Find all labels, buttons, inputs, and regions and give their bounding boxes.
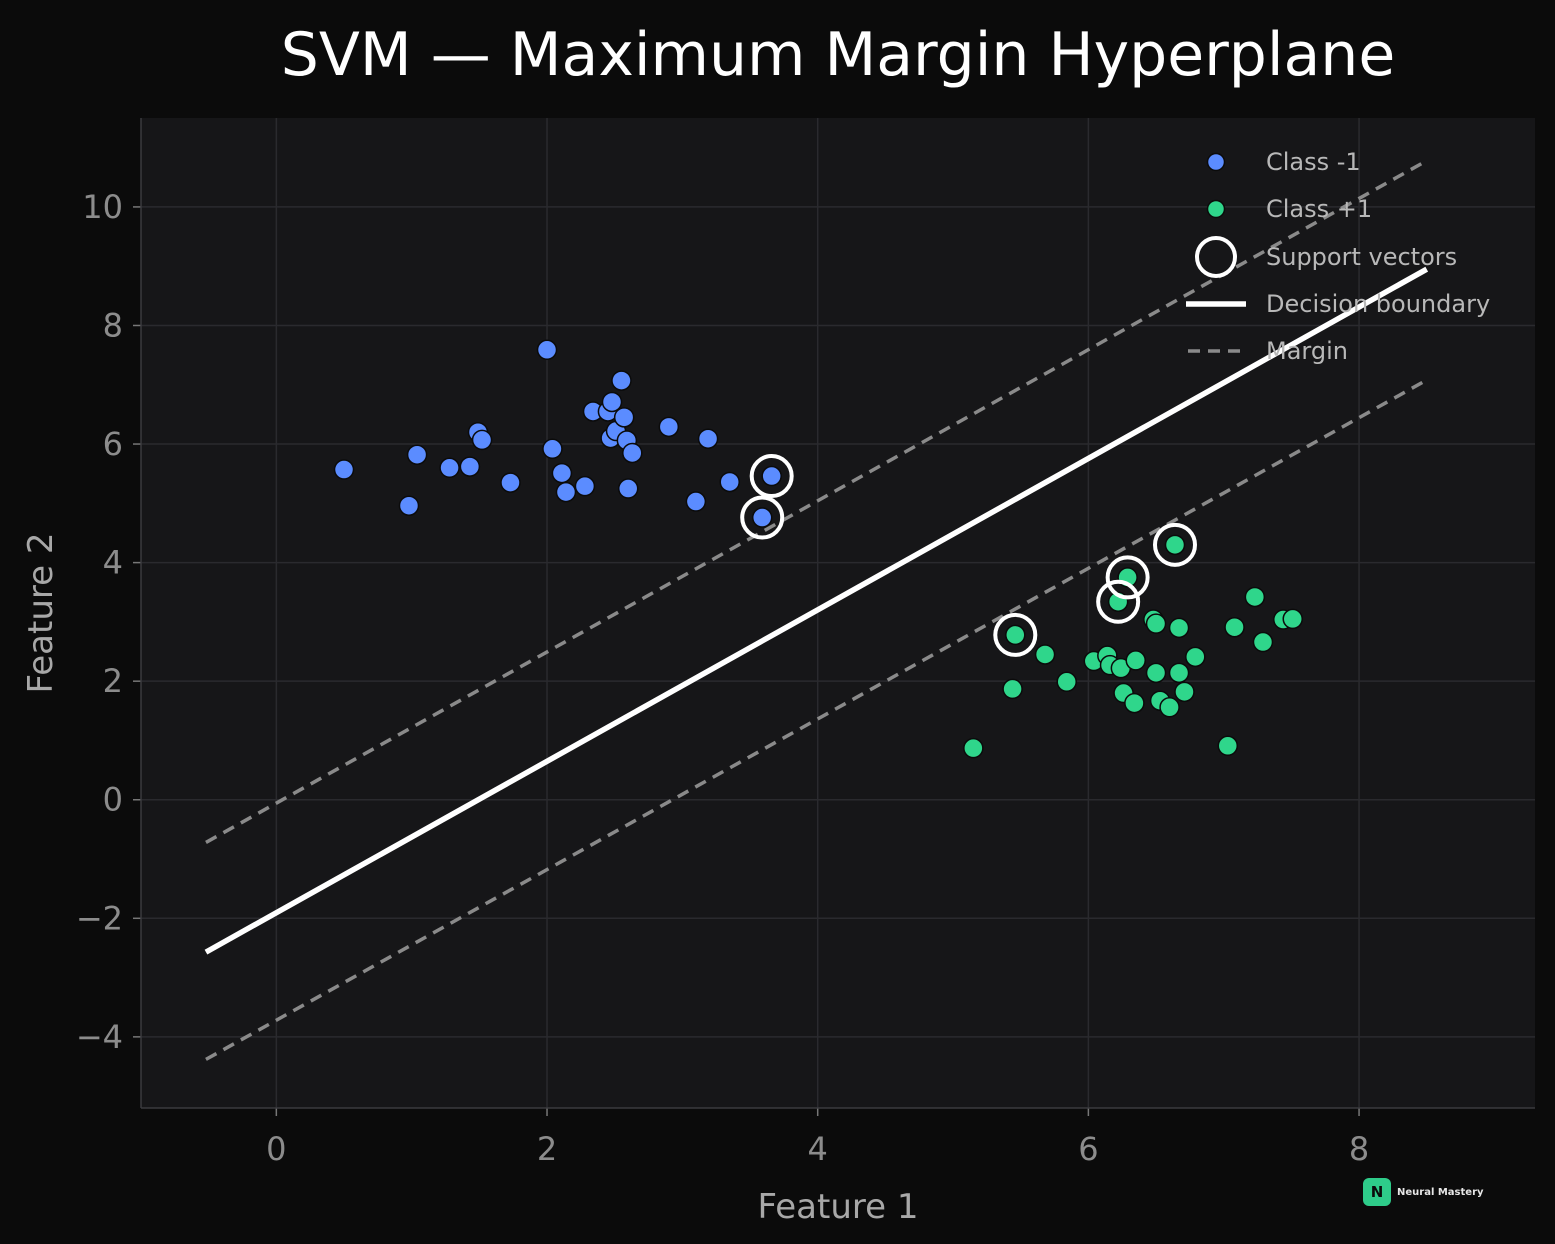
- legend-label-support-vectors: Support vectors: [1266, 243, 1457, 271]
- class-neg-point: [459, 456, 481, 477]
- chart-title: SVM — Maximum Margin Hyperplane: [281, 20, 1396, 90]
- class-neg-point: [601, 391, 623, 413]
- y-tick-label: 8: [103, 306, 123, 344]
- class-neg-point: [406, 444, 428, 465]
- class-pos-point: [1185, 646, 1206, 668]
- class-pos-point: [1252, 631, 1274, 653]
- class-neg-point: [471, 429, 493, 451]
- support-vectors: [740, 454, 1197, 657]
- support-vector-ring: [1105, 555, 1150, 600]
- x-tick-label: 4: [808, 1130, 828, 1168]
- class-pos-point: [1159, 697, 1180, 718]
- legend: Class -1 Class +1 Support vectors Decision …: [1186, 148, 1490, 365]
- class-pos-point: [1145, 662, 1167, 684]
- class-neg-point: [398, 495, 420, 516]
- brand-logo-icon: N: [1363, 1178, 1391, 1206]
- y-tick-label: 2: [103, 662, 123, 700]
- points: [333, 339, 1303, 759]
- class-pos-point: [1125, 650, 1146, 671]
- class-neg-point: [719, 471, 740, 493]
- support-vector-ring: [740, 495, 785, 540]
- class-neg-point: [439, 457, 460, 479]
- class-neg-point: [761, 465, 782, 487]
- x-axis-label: Feature 1: [758, 1187, 919, 1227]
- axes: 0 2 4 6 8 −4 −2 0 2 4 6 8 10: [76, 118, 1535, 1168]
- class-neg-point: [333, 459, 355, 480]
- class-pos-point: [1244, 586, 1266, 608]
- class-pos-point: [1124, 692, 1145, 714]
- legend-marker-class-neg: [1206, 152, 1226, 172]
- class-pos-point: [1168, 617, 1190, 639]
- legend-label-margin: Margin: [1266, 337, 1348, 365]
- class-pos-point: [1164, 534, 1186, 556]
- x-tick-label: 6: [1078, 1130, 1098, 1168]
- legend-marker-support-vectors: [1195, 236, 1237, 278]
- class-pos-point: [1224, 616, 1245, 638]
- brand-name: Neural Mastery: [1397, 1186, 1484, 1198]
- class-neg-point: [500, 472, 521, 493]
- class-pos-point: [1282, 608, 1303, 630]
- legend-marker-class-pos: [1206, 199, 1226, 219]
- class-neg-point: [751, 507, 773, 528]
- support-vector-ring: [749, 454, 794, 499]
- class-neg-point: [536, 339, 558, 361]
- class-pos-point: [1002, 678, 1023, 700]
- class-neg-point: [617, 478, 639, 499]
- y-tick-label: 6: [103, 425, 123, 463]
- support-vector-ring: [1152, 522, 1197, 567]
- class-neg-point: [542, 438, 563, 460]
- class-neg-point: [613, 407, 635, 428]
- class-pos-point: [1145, 613, 1167, 634]
- plot-area: [141, 118, 1535, 1108]
- class-neg-point: [551, 462, 573, 484]
- class-pos-point: [1168, 662, 1190, 684]
- class-pos-point: [1217, 735, 1239, 757]
- y-tick-label: −2: [76, 899, 123, 937]
- support-vector-ring: [993, 612, 1038, 657]
- class-pos-point: [1034, 644, 1056, 665]
- y-tick-label: 4: [103, 544, 123, 582]
- watermark: N Neural Mastery: [1363, 1178, 1484, 1206]
- class-pos-point: [1174, 681, 1195, 703]
- decision-boundary-line: [204, 266, 1429, 955]
- class-neg-point: [697, 428, 719, 449]
- y-axis-label: Feature 2: [21, 533, 61, 694]
- class-neg-point: [574, 475, 596, 497]
- class-neg-point: [685, 491, 707, 512]
- y-tick-label: 10: [82, 188, 123, 226]
- class-neg-point: [622, 442, 643, 464]
- class-neg-point: [555, 481, 577, 503]
- x-tick-label: 2: [537, 1130, 557, 1168]
- margin-line-lower: [205, 378, 1428, 1061]
- class-neg-point: [658, 416, 680, 438]
- support-vector-ring: [1096, 579, 1141, 624]
- grid: [141, 118, 1535, 1108]
- legend-label-decision-boundary: Decision boundary: [1266, 290, 1490, 318]
- x-tick-label: 0: [266, 1130, 286, 1168]
- y-tick-label: 0: [103, 781, 123, 819]
- class-pos-point: [963, 737, 984, 759]
- legend-label-class-neg: Class -1: [1266, 148, 1361, 176]
- class-pos-point: [1005, 624, 1026, 646]
- legend-label-class-pos: Class +1: [1266, 195, 1372, 223]
- x-tick-label: 8: [1349, 1130, 1369, 1168]
- y-tick-label: −4: [76, 1018, 123, 1056]
- class-pos-point: [1056, 671, 1077, 693]
- class-neg-point: [611, 370, 632, 391]
